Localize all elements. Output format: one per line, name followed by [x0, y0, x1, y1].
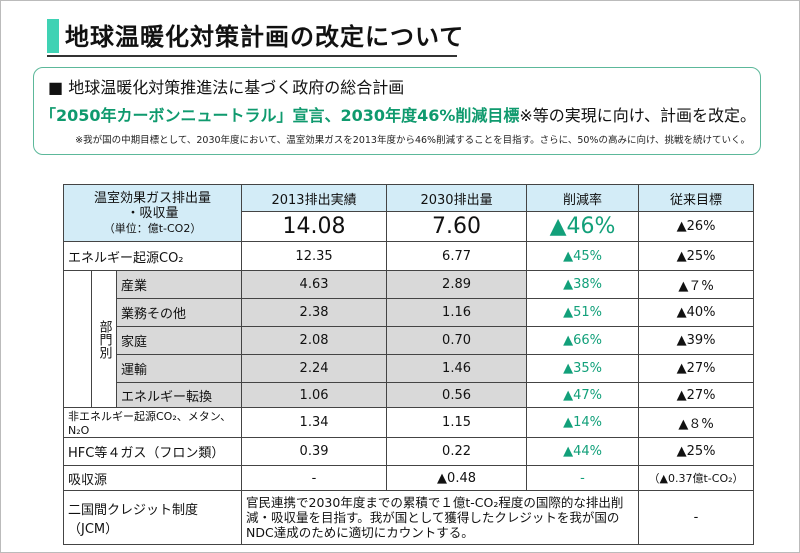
- highlight-line: 「2050年カーボンニュートラル」宣言、2030年度46%削減目標※等の実現に向…: [40, 102, 756, 126]
- column-header: 2030排出量: [386, 184, 528, 212]
- cell-value: 0.70: [386, 326, 528, 355]
- row-label: 業務その他: [115, 298, 243, 327]
- sector-row: エネルギー転換 1.06 0.56 ▲47% ▲27%: [64, 382, 755, 408]
- title-accent: [47, 19, 59, 53]
- total-value: ▲46%: [526, 211, 640, 242]
- total-value: 14.08: [241, 211, 388, 242]
- sector-row: 家庭 2.08 0.70 ▲66% ▲39%: [64, 326, 755, 355]
- cell-value: ▲８%: [638, 407, 755, 438]
- column-header: 従来目標: [638, 184, 755, 212]
- jcm-row: 二国間クレジット制度（JCM） 官民連携で2030年度までの累積で１億t-CO₂程…: [62, 490, 755, 545]
- cell-value: -: [241, 465, 388, 491]
- highlight: 「2050年カーボンニュートラル」宣言、2030年度46%削減目標: [40, 106, 520, 125]
- header-label-line: 温室効果ガス排出量: [94, 190, 212, 206]
- cell-value: 1.06: [241, 382, 388, 408]
- total-value: ▲26%: [638, 211, 755, 242]
- cell-value: ▲39%: [638, 326, 755, 355]
- summary-heading: ■ 地球温暖化対策推進法に基づく政府の総合計画: [48, 78, 405, 97]
- column-header: 2013排出実績: [241, 184, 388, 212]
- cell-value: ▲35%: [526, 354, 640, 383]
- total-value: 7.60: [386, 211, 528, 242]
- sector-row: 部門別 産業 4.63 2.89 ▲38% ▲７%: [63, 270, 755, 408]
- jcm-target: -: [638, 490, 755, 545]
- cell-value: 0.22: [386, 437, 528, 466]
- cell-value: ▲66%: [526, 326, 640, 355]
- indent: [63, 270, 92, 408]
- data-row: HFC等４ガス（フロン類） 0.39 0.22 ▲44% ▲25%: [62, 437, 755, 466]
- sector-group-label: 部門別: [91, 270, 117, 408]
- highlight-rest: ※等の実現に向け、計画を改定。: [519, 106, 756, 125]
- row-label: 産業: [115, 270, 243, 299]
- sector-row: 運輸 2.24 1.46 ▲35% ▲27%: [64, 354, 755, 383]
- row-label: 運輸: [115, 354, 243, 383]
- sector-row: 業務その他 2.38 1.16 ▲51% ▲40%: [64, 298, 755, 327]
- data-row: 吸収源 - ▲0.48- （▲0.37億t-CO₂）: [62, 465, 755, 491]
- cell-value: 1.46: [386, 354, 528, 383]
- header-row: 温室効果ガス排出量 ・吸収量 （単位：億t-CO2） 2013排出実績 2030排出量削…: [62, 184, 755, 242]
- cell-value: 2.38: [241, 298, 388, 327]
- cell-value: ▲27%: [638, 382, 755, 408]
- column-header: 削減率: [526, 184, 640, 212]
- row-label: HFC等４ガス（フロン類）: [62, 437, 243, 466]
- cell-value: 2.24: [241, 354, 388, 383]
- cell-value: （▲0.37億t-CO₂）: [638, 465, 755, 491]
- note: ※我が国の中期目標として、2030年度において、温室効果ガスを2013年度から4…: [75, 135, 750, 146]
- cell-value: 1.34: [241, 407, 388, 438]
- cell-value: 1.16: [386, 298, 528, 327]
- header-label-line: （単位：億t-CO2）: [103, 221, 202, 235]
- data-row: エネルギー起源CO₂ 12.35 6.77 ▲45% ▲25%: [62, 241, 755, 271]
- cell-value: ▲40%: [638, 298, 755, 327]
- summary-box: ■ 地球温暖化対策推進法に基づく政府の総合計画 「2050年カーボンニュートラル…: [33, 67, 761, 155]
- cell-value: -: [526, 465, 640, 491]
- row-label: 非エネルギー起源CO₂、メタン、N₂O: [62, 407, 243, 438]
- cell-value: 0.39: [241, 437, 388, 466]
- cell-value: ▲14%: [526, 407, 640, 438]
- cell-value: 12.35: [241, 241, 388, 271]
- title: 地球温暖化対策計画の改定について: [65, 23, 465, 51]
- title-underline: [47, 55, 457, 57]
- cell-value: 2.08: [241, 326, 388, 355]
- row-label: 二国間クレジット制度（JCM）: [62, 490, 243, 545]
- jcm-text: 官民連携で2030年度までの累積で１億t-CO₂程度の国際的な排出削減・吸収量を…: [241, 490, 640, 545]
- row-label: エネルギー起源CO₂: [62, 241, 243, 271]
- row-label: 家庭: [115, 326, 243, 355]
- data-row: 非エネルギー起源CO₂、メタン、N₂O 1.34 1.15 ▲14% ▲８%: [62, 407, 755, 438]
- header-label-line: ・吸収量: [126, 205, 179, 221]
- row-label: エネルギー転換: [115, 382, 243, 408]
- cell-value: ▲25%: [638, 241, 755, 271]
- cell-value: 0.56: [386, 382, 528, 408]
- cell-value: ▲45%: [526, 241, 640, 271]
- cell-value: 1.15: [386, 407, 528, 438]
- cell-value: ▲25%: [638, 437, 755, 466]
- cell-value: ▲38%: [526, 270, 640, 299]
- cell-value: ▲44%: [526, 437, 640, 466]
- header-label: 温室効果ガス排出量 ・吸収量 （単位：億t-CO2）: [62, 184, 243, 242]
- cell-value: ▲47%: [526, 382, 640, 408]
- cell-value: 4.63: [241, 270, 388, 299]
- cell-value: ▲27%: [638, 354, 755, 383]
- emissions-table: 温室効果ガス排出量 ・吸収量 （単位：億t-CO2） 2013排出実績 2030排出量削…: [62, 184, 755, 545]
- row-label: 吸収源: [62, 465, 243, 491]
- cell-value: ▲51%: [526, 298, 640, 327]
- cell-value: ▲７%: [638, 270, 755, 299]
- cell-value: ▲0.48: [386, 465, 528, 491]
- cell-value: 2.89: [386, 270, 528, 299]
- cell-value: 6.77: [386, 241, 528, 271]
